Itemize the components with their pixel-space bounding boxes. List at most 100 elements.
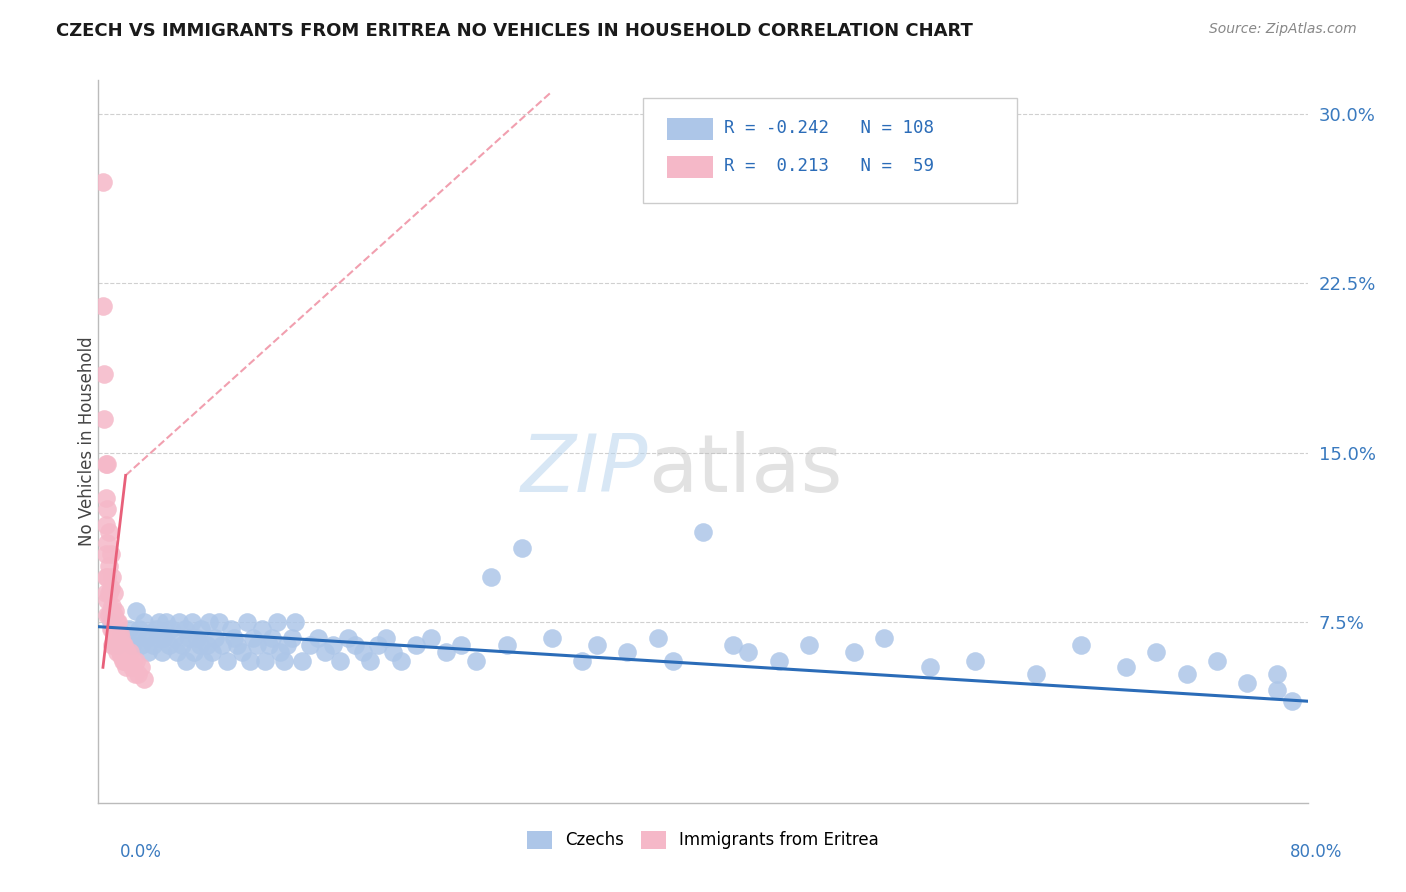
Point: [150, 644, 173, 658]
Point: [115, 644, 138, 658]
Point: [163, 631, 186, 645]
Point: [1115, 660, 1137, 674]
Point: [314, 644, 336, 658]
Point: [94, 548, 117, 562]
Point: [1024, 667, 1046, 681]
Point: [96, 570, 118, 584]
Point: [114, 644, 136, 658]
Point: [94, 570, 117, 584]
Point: [159, 638, 181, 652]
Point: [253, 654, 276, 668]
Point: [1144, 644, 1167, 658]
Point: [121, 638, 143, 652]
Text: CZECH VS IMMIGRANTS FROM ERITREA NO VEHICLES IN HOUSEHOLD CORRELATION CHART: CZECH VS IMMIGRANTS FROM ERITREA NO VEHI…: [56, 22, 973, 40]
Point: [1267, 667, 1289, 681]
Point: [100, 548, 122, 562]
Point: [114, 660, 136, 674]
Point: [121, 660, 143, 674]
Point: [1281, 694, 1303, 708]
Point: [246, 638, 269, 652]
Point: [104, 604, 127, 618]
Point: [94, 586, 117, 600]
Point: [105, 644, 128, 658]
Point: [221, 622, 243, 636]
Point: [1267, 682, 1289, 697]
Point: [104, 622, 127, 636]
Point: [186, 631, 208, 645]
Text: atlas: atlas: [648, 432, 844, 509]
Point: [540, 631, 562, 645]
Point: [1070, 638, 1092, 652]
Point: [382, 644, 405, 658]
Point: [129, 660, 152, 674]
Point: [98, 558, 121, 573]
Point: [103, 608, 125, 623]
FancyBboxPatch shape: [643, 98, 1018, 203]
Point: [120, 644, 142, 658]
FancyBboxPatch shape: [666, 156, 713, 178]
Point: [111, 654, 134, 668]
Point: [465, 654, 488, 668]
Point: [112, 638, 135, 652]
Point: [201, 644, 224, 658]
Point: [132, 672, 155, 686]
Point: [101, 638, 124, 652]
Point: [94, 457, 117, 471]
Point: [93, 367, 115, 381]
Point: [797, 638, 820, 652]
Point: [101, 599, 124, 614]
Point: [104, 638, 127, 652]
Point: [768, 654, 790, 668]
Point: [481, 570, 503, 584]
Point: [118, 654, 141, 668]
Point: [114, 631, 136, 645]
Point: [844, 644, 866, 658]
Point: [125, 654, 148, 668]
Point: [100, 582, 122, 596]
Point: [918, 660, 941, 674]
Point: [179, 631, 201, 645]
Point: [208, 615, 231, 630]
Point: [96, 536, 118, 550]
Point: [98, 586, 121, 600]
Point: [170, 638, 193, 652]
Point: [374, 631, 396, 645]
Point: [352, 644, 374, 658]
Point: [122, 654, 145, 668]
Point: [94, 518, 117, 533]
Point: [250, 622, 273, 636]
Point: [118, 622, 141, 636]
Point: [344, 638, 367, 652]
Point: [136, 644, 159, 658]
Text: R = -0.242   N = 108: R = -0.242 N = 108: [724, 119, 934, 137]
Point: [647, 631, 669, 645]
Point: [101, 622, 124, 636]
Point: [193, 654, 215, 668]
FancyBboxPatch shape: [666, 118, 713, 139]
Point: [183, 644, 205, 658]
Point: [873, 631, 896, 645]
Point: [145, 622, 167, 636]
Point: [155, 615, 177, 630]
Point: [91, 299, 114, 313]
Point: [291, 654, 314, 668]
Point: [96, 502, 118, 516]
Point: [215, 654, 238, 668]
Point: [307, 631, 329, 645]
Point: [224, 631, 246, 645]
Point: [112, 654, 135, 668]
Text: R =  0.213   N =  59: R = 0.213 N = 59: [724, 157, 934, 175]
Point: [148, 615, 170, 630]
Point: [128, 622, 150, 636]
Point: [434, 644, 457, 658]
Point: [107, 638, 129, 652]
Point: [420, 631, 443, 645]
Point: [124, 667, 146, 681]
Point: [105, 615, 128, 630]
Point: [1175, 667, 1198, 681]
Point: [329, 654, 352, 668]
Y-axis label: No Vehicles in Household: No Vehicles in Household: [79, 336, 96, 547]
Point: [389, 654, 412, 668]
Point: [167, 615, 190, 630]
Point: [235, 615, 257, 630]
